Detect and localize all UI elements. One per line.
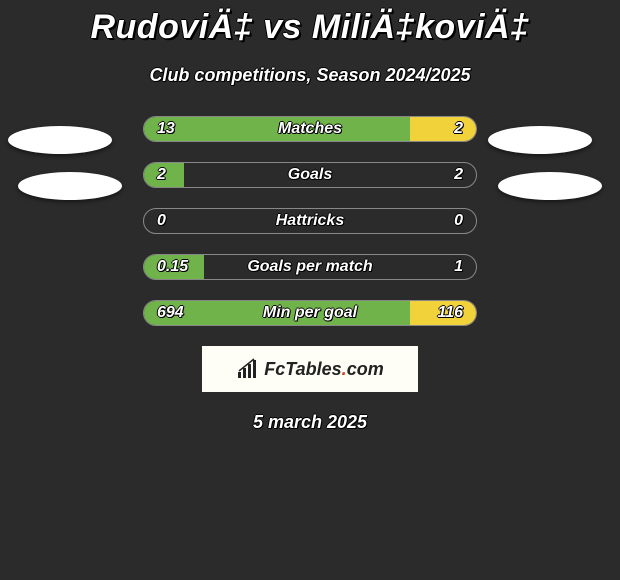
stat-row: 0.151Goals per match (143, 254, 477, 280)
avatar-ellipse (498, 172, 602, 200)
logo-text-pre: FcTables (264, 359, 341, 379)
stat-label: Matches (144, 117, 476, 141)
subtitle: Club competitions, Season 2024/2025 (0, 65, 620, 86)
stat-label: Hattricks (144, 209, 476, 233)
logo-text: FcTables.com (264, 359, 383, 380)
avatar-ellipse (488, 126, 592, 154)
stat-row: 132Matches (143, 116, 477, 142)
stat-row: 694116Min per goal (143, 300, 477, 326)
stat-label: Goals (144, 163, 476, 187)
avatar-ellipse (18, 172, 122, 200)
date-label: 5 march 2025 (0, 412, 620, 433)
stat-row: 22Goals (143, 162, 477, 188)
avatar-ellipse (8, 126, 112, 154)
stat-label: Min per goal (144, 301, 476, 325)
fctables-logo: FcTables.com (202, 346, 418, 392)
bar-chart-icon (236, 358, 258, 380)
stat-row: 00Hattricks (143, 208, 477, 234)
page-title: RudoviÄ‡ vs MiliÄ‡koviÄ‡ (0, 0, 620, 47)
logo-text-post: com (347, 359, 384, 379)
stat-label: Goals per match (144, 255, 476, 279)
